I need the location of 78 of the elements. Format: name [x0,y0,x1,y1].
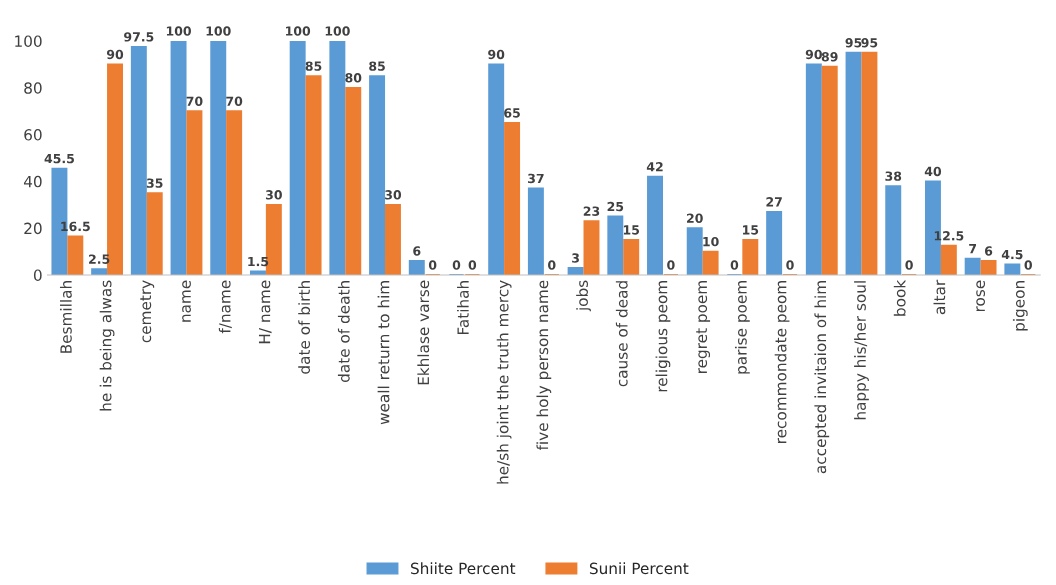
x-tick-label: book [893,279,906,316]
legend-label: Shiite Percent [411,562,516,575]
data-label: 15 [743,225,759,235]
y-tick-label: 0 [33,269,42,281]
x-tick-label: parise poem [734,281,750,374]
data-label: 30 [385,190,402,200]
x-tick-label: regret poem [696,281,711,373]
x-tick-label: Ekhlase varse [417,280,430,385]
x-tick-label: date of death [337,281,350,382]
x-tick-label: cause of dead [615,281,628,387]
x-tick-label: name [182,280,191,322]
data-label: 0 [548,260,556,270]
data-label: 70 [226,96,243,106]
data-label: 100 [206,26,231,36]
data-label: 0 [730,260,739,270]
y-tick-label: 80 [24,82,42,94]
y-tick-label: 40 [23,175,42,188]
x-tick-label: accepted invitaion of him [814,281,830,474]
x-tick-label: date of birth [298,281,311,374]
data-label: 85 [369,61,385,71]
data-label: 89 [821,52,838,62]
y-tick-label: 20 [24,222,42,235]
x-tick-label: Besmillah [59,281,72,353]
data-label: 6 [413,246,421,256]
data-label: 0 [786,260,794,270]
data-label: 42 [646,162,663,172]
data-label: 90 [106,49,124,60]
data-label: 7 [969,244,977,254]
x-tick-label: happy his/her soul [854,281,869,420]
y-tick-label: 100 [15,35,42,47]
x-tick-label: weall return to him [377,281,390,425]
data-label: 37 [528,173,544,184]
x-tick-label: rose [976,280,986,312]
data-label: 95 [861,38,878,48]
data-label: 20 [687,213,703,223]
data-label: 97.5 [124,32,154,42]
x-tick-label: he/sh joint the truth mercy [496,280,512,484]
data-label: 95 [845,38,862,48]
data-label: 100 [325,26,350,36]
x-tick-label: pigeon [1012,281,1028,331]
data-label: 25 [607,201,624,212]
data-label: 4.5 [1001,249,1023,260]
data-label: 40 [924,166,942,177]
data-label: 70 [186,96,203,106]
x-tick-label: recommondate peom [774,281,790,443]
y-tick-label: 60 [24,129,42,141]
data-label: 15 [623,225,640,235]
x-tick-label: religious peom [655,281,671,392]
data-label: 0 [667,260,675,270]
data-label: 65 [504,108,520,118]
data-label: 0 [452,260,461,270]
x-tick-label: Fatihah [457,281,469,335]
data-label: 45.5 [44,153,74,164]
x-tick-label: cemetry [140,280,155,343]
data-label: 0 [468,260,477,270]
x-tick-label: five holy person name [536,280,552,451]
data-label: 10 [703,236,719,247]
data-label: 100 [286,26,311,36]
data-label: 27 [766,197,782,207]
data-label: 23 [583,206,600,216]
x-tick-label: he is being alwas [99,280,115,411]
data-label: 0 [428,260,437,270]
data-label: 0 [1024,260,1032,270]
data-label: 38 [885,171,902,181]
x-tick-label: f/name [218,280,232,334]
x-tick-label: altar [933,279,946,315]
legend-label: Sunii Percent [589,562,689,575]
data-label: 0 [905,260,913,270]
x-tick-label: H/ name [258,280,272,344]
data-label: 90 [805,49,822,60]
data-label: 30 [265,190,282,200]
x-tick-label: jobs [576,280,591,312]
data-label: 3 [572,253,579,263]
data-label: 80 [345,73,362,83]
data-label: 100 [166,26,191,36]
data-label: 6 [984,246,993,256]
data-label: 35 [146,178,163,188]
data-label: 90 [488,49,505,60]
